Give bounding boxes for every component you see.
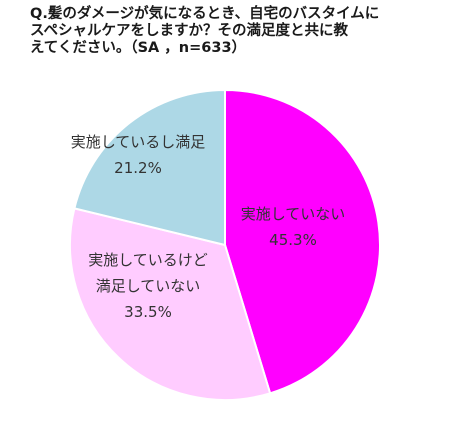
chart-title: Q.髪のダメージが気になるとき、自宅のバスタイムに スペシャルケアをしますか？そ… — [30, 6, 380, 56]
pie-slice-3 — [73, 88, 226, 247]
slice-label-3: 実施しているし満足 21.2% — [71, 133, 206, 177]
slice-label-1: 実施していない 45.3% — [241, 205, 346, 249]
slice-label-2: 実施しているけど満足していない 33.5% — [88, 251, 208, 321]
pie-slice-1 — [224, 88, 381, 395]
pie-slice-2 — [69, 207, 272, 401]
